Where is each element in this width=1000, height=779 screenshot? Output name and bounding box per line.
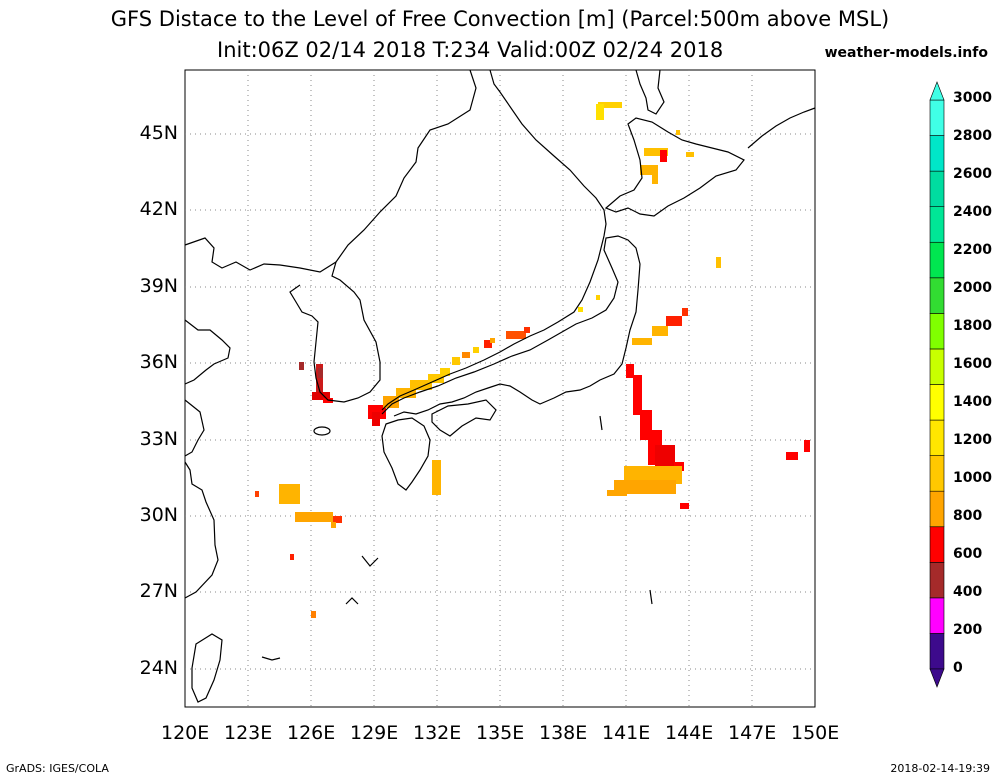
colorbar-label: 1200 <box>953 432 992 448</box>
chart-subtitle: Init:06Z 02/14 2018 T:234 Valid:00Z 02/2… <box>217 38 724 62</box>
colorbar-swatch <box>929 170 945 207</box>
colorbar-swatch <box>929 206 945 243</box>
colorbar-swatch <box>929 348 945 385</box>
colorbar-label: 3000 <box>953 90 992 106</box>
colorbar-swatch <box>929 419 945 456</box>
chart-title: GFS Distace to the Level of Free Convect… <box>110 7 890 31</box>
lon-tick: 129E <box>350 722 399 744</box>
lat-tick: 30N <box>139 504 178 526</box>
colorbar-label: 1800 <box>953 318 992 334</box>
lat-tick: 27N <box>139 580 178 602</box>
colorbar-label: 2800 <box>953 128 992 144</box>
colorbar-swatch <box>929 597 945 634</box>
lat-tick: 45N <box>139 122 178 144</box>
map-gridlines <box>185 70 815 707</box>
lat-tick: 39N <box>139 275 178 297</box>
lon-tick: 132E <box>413 722 462 744</box>
colorbar-label: 2600 <box>953 166 992 182</box>
lon-tick: 150E <box>791 722 840 744</box>
lon-tick: 126E <box>287 722 336 744</box>
colorbar-swatch <box>929 384 945 421</box>
footer-credit: GrADS: IGES/COLA <box>6 762 109 775</box>
lon-tick: 144E <box>665 722 714 744</box>
lon-tick: 135E <box>476 722 525 744</box>
colorbar-label: 0 <box>953 660 963 676</box>
colorbar-label: 2400 <box>953 204 992 220</box>
colorbar-label: 1000 <box>953 470 992 486</box>
lon-tick: 147E <box>728 722 777 744</box>
colorbar-min-arrow <box>929 668 945 688</box>
colorbar-swatch <box>929 455 945 492</box>
colorbar-label: 800 <box>953 508 983 524</box>
lon-tick: 138E <box>539 722 588 744</box>
colorbar-swatch <box>929 490 945 528</box>
lat-tick: 36N <box>139 351 178 373</box>
colorbar-swatch <box>929 135 945 172</box>
footer-timestamp: 2018-02-14-19:39 <box>890 762 990 775</box>
lat-tick: 42N <box>139 198 178 220</box>
colorbar-label: 600 <box>953 546 983 562</box>
lon-tick: 120E <box>161 722 210 744</box>
colorbar-swatch <box>929 562 945 599</box>
colorbar-swatch <box>929 526 945 563</box>
colorbar-max-arrow <box>929 81 945 101</box>
colorbar-label: 2000 <box>953 280 992 296</box>
colorbar-swatch <box>929 99 945 136</box>
colorbar-swatch <box>929 241 945 279</box>
colorbar-label: 1600 <box>953 356 992 372</box>
colorbar-label: 2200 <box>953 242 992 258</box>
site-credit: weather-models.info <box>824 45 988 61</box>
lon-tick: 141E <box>602 722 651 744</box>
colorbar-label: 400 <box>953 584 983 600</box>
colorbar-swatch <box>929 277 945 314</box>
colorbar-label: 1400 <box>953 394 992 410</box>
coastlines <box>184 69 816 703</box>
lon-tick: 123E <box>224 722 273 744</box>
lat-tick: 33N <box>139 428 178 450</box>
colorbar-swatch <box>929 313 945 350</box>
colorbar-swatch <box>929 633 945 670</box>
colorbar-label: 200 <box>953 622 983 638</box>
lat-tick: 24N <box>139 657 178 679</box>
